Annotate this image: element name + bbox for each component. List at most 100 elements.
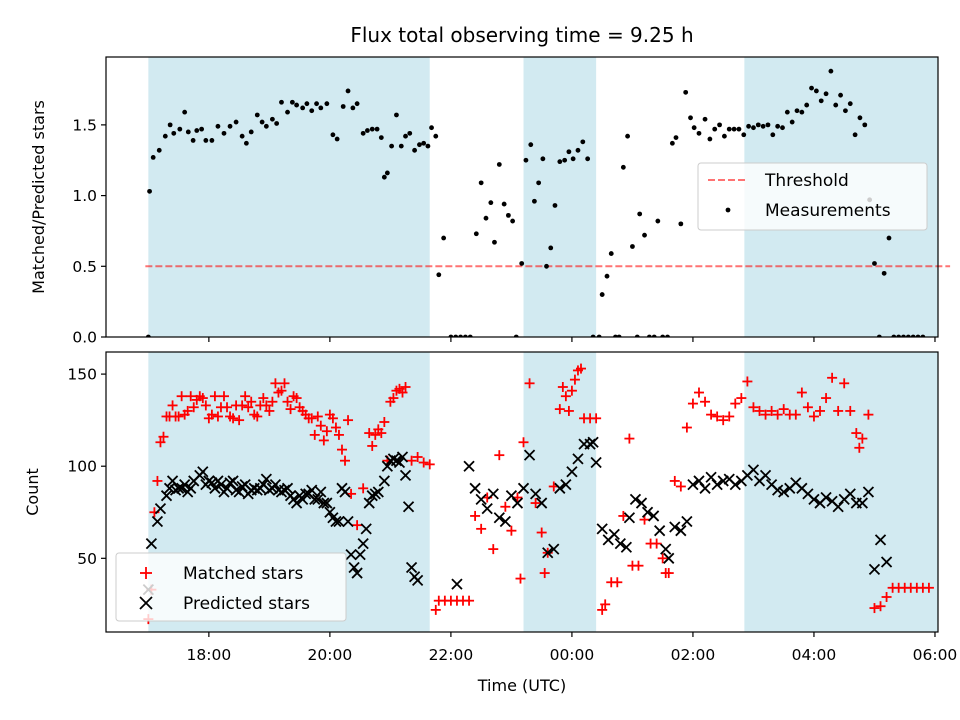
- predicted-point: [554, 482, 566, 494]
- matched-point: [358, 483, 369, 494]
- predicted-point: [221, 482, 233, 494]
- predicted-point-d2: [572, 453, 584, 465]
- predicted-point-d2: [832, 501, 844, 513]
- matched-point: [261, 400, 272, 411]
- predicted-point: [481, 502, 493, 515]
- predicted-point-d2: [381, 460, 394, 472]
- measurement-point: [167, 122, 173, 128]
- predicted-point-d2: [587, 436, 599, 448]
- predicted-point: [705, 471, 717, 483]
- shaded-interval: [523, 352, 597, 632]
- measurement-point: [334, 136, 340, 142]
- predicted-point-d2: [675, 525, 687, 537]
- measurement-point: [190, 138, 196, 143]
- matched-point: [397, 387, 408, 398]
- predicted-point: [542, 547, 554, 559]
- measurement-point: [683, 89, 689, 95]
- y-tick-label: 150: [67, 366, 97, 384]
- predicted-point: [693, 475, 705, 487]
- predicted-point: [363, 497, 375, 509]
- predicted-point-d2: [378, 475, 390, 487]
- predicted-point-d2: [151, 515, 164, 528]
- predicted-point: [197, 466, 209, 478]
- bottom-y-axis-label: Count: [23, 468, 42, 516]
- y-tick-label: 0.0: [72, 329, 97, 347]
- measurement-point: [580, 139, 586, 145]
- predicted-point: [590, 456, 602, 469]
- predicted-point: [281, 482, 294, 494]
- predicted-point: [862, 486, 875, 498]
- predicted-point: [345, 548, 357, 561]
- bottom-panel: 50 100 150 18:00 20:00 22:00 00:00 02:00 04:00 06…: [67, 351, 957, 664]
- predicted-point-d2: [641, 506, 654, 518]
- plot-frame: [105, 56, 939, 338]
- series-layer: [145, 68, 926, 337]
- matched-point: [863, 409, 874, 420]
- matched-point: [279, 378, 290, 389]
- predicted-point-d2: [290, 497, 303, 509]
- measurement-point: [746, 123, 752, 129]
- matched-point: [815, 405, 826, 416]
- measurement-point: [857, 115, 863, 121]
- predicted-point-d2: [560, 478, 572, 491]
- matched-point: [315, 420, 326, 431]
- matched-point: [240, 391, 251, 402]
- measurement-point: [294, 102, 300, 108]
- predicted-point: [844, 488, 856, 500]
- x-tick-label: 00:00: [550, 646, 595, 664]
- measurement-point: [483, 215, 489, 221]
- matched-point: [624, 433, 635, 444]
- predicted-point: [832, 501, 844, 513]
- measurement-point: [279, 99, 284, 105]
- matched-point: [270, 378, 281, 389]
- measurement-point: [199, 126, 205, 132]
- legend-measurements-label: Measurements: [765, 201, 891, 221]
- measurement-point: [147, 188, 152, 194]
- matched-point: [400, 382, 411, 392]
- legend-threshold-label: Threshold: [764, 171, 849, 191]
- matched-point: [736, 393, 747, 404]
- predicted-point-d2: [856, 497, 869, 509]
- predicted-point: [160, 490, 173, 502]
- measurement-point: [548, 245, 554, 251]
- predicted-point-d2: [669, 521, 681, 533]
- measurement-point: [691, 125, 697, 131]
- predicted-point: [357, 537, 369, 550]
- matched-point: [563, 405, 574, 416]
- matched-point: [796, 387, 807, 398]
- predicted-point-d2: [654, 525, 666, 537]
- predicted-point: [378, 475, 390, 487]
- measurement-point: [872, 261, 877, 266]
- predicted-point-d2: [487, 488, 499, 500]
- predicted-point-d2: [239, 478, 251, 491]
- predicted-point-d2: [463, 460, 475, 472]
- matched-point: [742, 376, 753, 387]
- measurement-point: [492, 239, 497, 245]
- measurement-point: [274, 121, 280, 126]
- predicted-point-d2: [160, 490, 173, 502]
- matched-point: [464, 595, 475, 606]
- measurement-point: [243, 140, 249, 146]
- measurement-point: [673, 135, 679, 141]
- matched-point: [197, 393, 208, 404]
- matched-point: [321, 426, 332, 437]
- predicted-point: [635, 497, 648, 509]
- predicted-point-d2: [185, 482, 197, 494]
- measurement-point: [254, 112, 260, 118]
- legend-predicted-label: Predicted stars: [183, 594, 310, 614]
- predicted-point-d2: [411, 574, 424, 587]
- measurement-point: [843, 108, 848, 114]
- legend-box: [697, 162, 928, 231]
- matched-point: [700, 396, 711, 407]
- measurement-point: [562, 157, 568, 163]
- predicted-point-d2: [693, 475, 705, 487]
- matched-point: [167, 400, 178, 411]
- measurement-point: [625, 133, 630, 139]
- matched-point: [923, 582, 934, 593]
- matched-point: [206, 409, 217, 420]
- measurement-point: [417, 142, 422, 148]
- predicted-point: [260, 473, 272, 485]
- matched-point: [155, 437, 166, 448]
- matched-point: [821, 393, 832, 404]
- measurement-point: [381, 174, 387, 180]
